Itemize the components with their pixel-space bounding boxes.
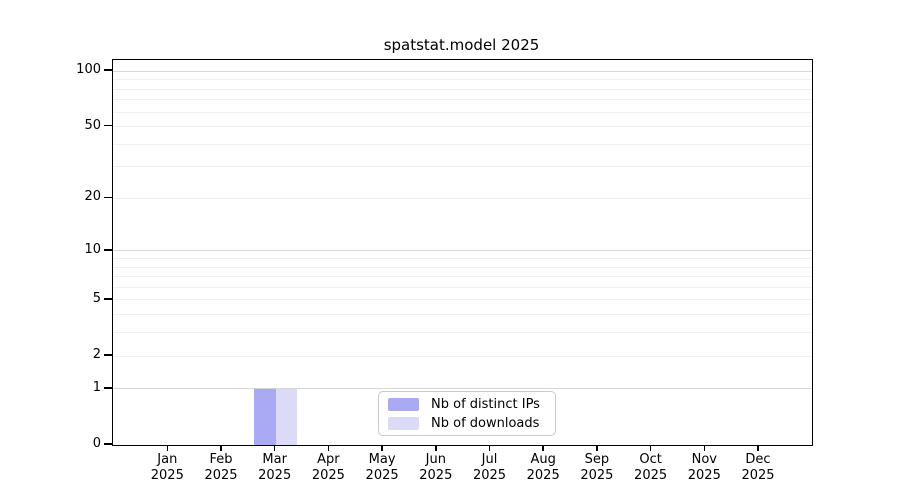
x-tick-label-year: 2025 bbox=[365, 468, 399, 483]
x-tick-label-year: 2025 bbox=[687, 468, 721, 483]
x-tick-label-year: 2025 bbox=[419, 468, 453, 483]
minor-gridline bbox=[113, 111, 812, 113]
major-gridline bbox=[113, 250, 812, 252]
chart-title: spatstat.model 2025 bbox=[383, 36, 540, 54]
x-axis-tick bbox=[435, 445, 437, 451]
x-tick-label-month: Aug bbox=[530, 452, 556, 467]
y-axis-tick bbox=[104, 443, 112, 445]
x-tick-label-month: Dec bbox=[745, 452, 771, 467]
minor-gridline bbox=[113, 314, 812, 316]
y-axis-tick bbox=[104, 387, 112, 389]
minor-gridline bbox=[113, 266, 812, 268]
bar-downloads-mar bbox=[275, 388, 298, 445]
major-gridline bbox=[113, 388, 812, 390]
minor-gridline bbox=[113, 299, 812, 301]
minor-gridline bbox=[113, 126, 812, 128]
major-gridline bbox=[113, 70, 812, 72]
legend-label-downloads: Nb of downloads bbox=[431, 415, 540, 431]
minor-gridline bbox=[113, 88, 812, 90]
x-tick-label-month: May bbox=[368, 452, 396, 467]
bar-distinct-ips-mar bbox=[254, 388, 276, 445]
x-tick-label-month: Sep bbox=[584, 452, 610, 467]
x-axis-tick bbox=[649, 445, 652, 451]
minor-gridline bbox=[113, 286, 812, 288]
x-tick-label: Oct 2025 bbox=[619, 452, 683, 484]
y-axis-tick bbox=[104, 69, 112, 71]
legend: Nb of distinct IPs Nb of downloads bbox=[378, 391, 556, 436]
y-tick-label: 10 bbox=[84, 241, 101, 257]
x-tick-label-month: Jan bbox=[157, 452, 178, 467]
x-tick-label: Nov 2025 bbox=[672, 452, 736, 484]
x-tick-label-month: Jun bbox=[425, 452, 446, 467]
y-axis-tick bbox=[104, 298, 112, 300]
x-axis-tick bbox=[381, 445, 383, 451]
x-tick-label: Jan 2025 bbox=[135, 452, 199, 484]
x-axis-tick bbox=[596, 445, 598, 451]
x-tick-label-month: Mar bbox=[262, 452, 287, 467]
x-tick-label-month: Nov bbox=[691, 452, 717, 467]
x-axis-tick bbox=[757, 445, 759, 451]
legend-item-distinct-ips: Nb of distinct IPs bbox=[388, 397, 555, 412]
minor-gridline bbox=[113, 166, 812, 168]
x-tick-label-year: 2025 bbox=[580, 468, 614, 483]
y-tick-label: 50 bbox=[84, 117, 101, 133]
legend-swatch-downloads bbox=[388, 416, 419, 430]
x-tick-label-year: 2025 bbox=[741, 468, 775, 483]
x-tick-label: May 2025 bbox=[350, 452, 414, 484]
x-axis-tick bbox=[273, 445, 276, 451]
y-axis-tick bbox=[104, 249, 112, 251]
legend-label-distinct-ips: Nb of distinct IPs bbox=[431, 396, 540, 412]
x-tick-label: Aug 2025 bbox=[511, 452, 575, 484]
x-axis-tick bbox=[542, 445, 544, 451]
minor-gridline bbox=[113, 197, 812, 199]
x-tick-label: Mar 2025 bbox=[243, 452, 307, 484]
x-tick-label-year: 2025 bbox=[258, 468, 292, 483]
x-tick-label-year: 2025 bbox=[150, 468, 184, 483]
minor-gridline bbox=[113, 99, 812, 101]
y-axis-tick bbox=[104, 124, 112, 127]
x-tick-label: Jun 2025 bbox=[404, 452, 468, 484]
plot-area bbox=[112, 59, 813, 446]
x-tick-label-year: 2025 bbox=[204, 468, 238, 483]
y-axis-tick bbox=[104, 196, 112, 199]
x-tick-label: Jul 2025 bbox=[458, 452, 522, 484]
legend-swatch-distinct-ips bbox=[388, 397, 419, 411]
y-tick-label: 20 bbox=[84, 189, 101, 205]
minor-gridline bbox=[113, 79, 812, 81]
x-tick-label-year: 2025 bbox=[472, 468, 507, 483]
x-tick-label-month: Apr bbox=[317, 452, 340, 467]
y-tick-label: 2 bbox=[92, 347, 101, 363]
minor-gridline bbox=[113, 332, 812, 334]
x-tick-label-year: 2025 bbox=[526, 468, 560, 483]
x-axis-tick bbox=[166, 445, 169, 451]
minor-gridline bbox=[113, 143, 812, 145]
legend-item-downloads: Nb of downloads bbox=[388, 416, 555, 431]
x-axis-tick bbox=[220, 445, 222, 451]
x-tick-label: Dec 2025 bbox=[726, 452, 790, 484]
x-tick-label-month: Oct bbox=[639, 452, 662, 467]
x-tick-label: Feb 2025 bbox=[189, 452, 253, 484]
y-tick-label: 100 bbox=[76, 62, 101, 78]
x-tick-label-month: Jul bbox=[481, 452, 498, 467]
x-tick-label: Sep 2025 bbox=[565, 452, 629, 484]
minor-gridline bbox=[113, 355, 812, 357]
x-axis-tick bbox=[703, 445, 706, 451]
x-tick-label-year: 2025 bbox=[634, 468, 668, 483]
y-tick-label: 5 bbox=[92, 290, 101, 306]
x-axis-tick bbox=[488, 445, 491, 451]
minor-gridline bbox=[113, 276, 812, 278]
y-tick-label: 1 bbox=[92, 379, 101, 395]
x-axis-tick bbox=[327, 445, 330, 451]
x-tick-label-month: Feb bbox=[209, 452, 233, 467]
y-axis-tick bbox=[104, 354, 112, 356]
x-tick-label-year: 2025 bbox=[311, 468, 345, 483]
x-tick-label: Apr 2025 bbox=[296, 452, 360, 484]
y-tick-label: 0 bbox=[92, 436, 101, 451]
minor-gridline bbox=[113, 258, 812, 259]
